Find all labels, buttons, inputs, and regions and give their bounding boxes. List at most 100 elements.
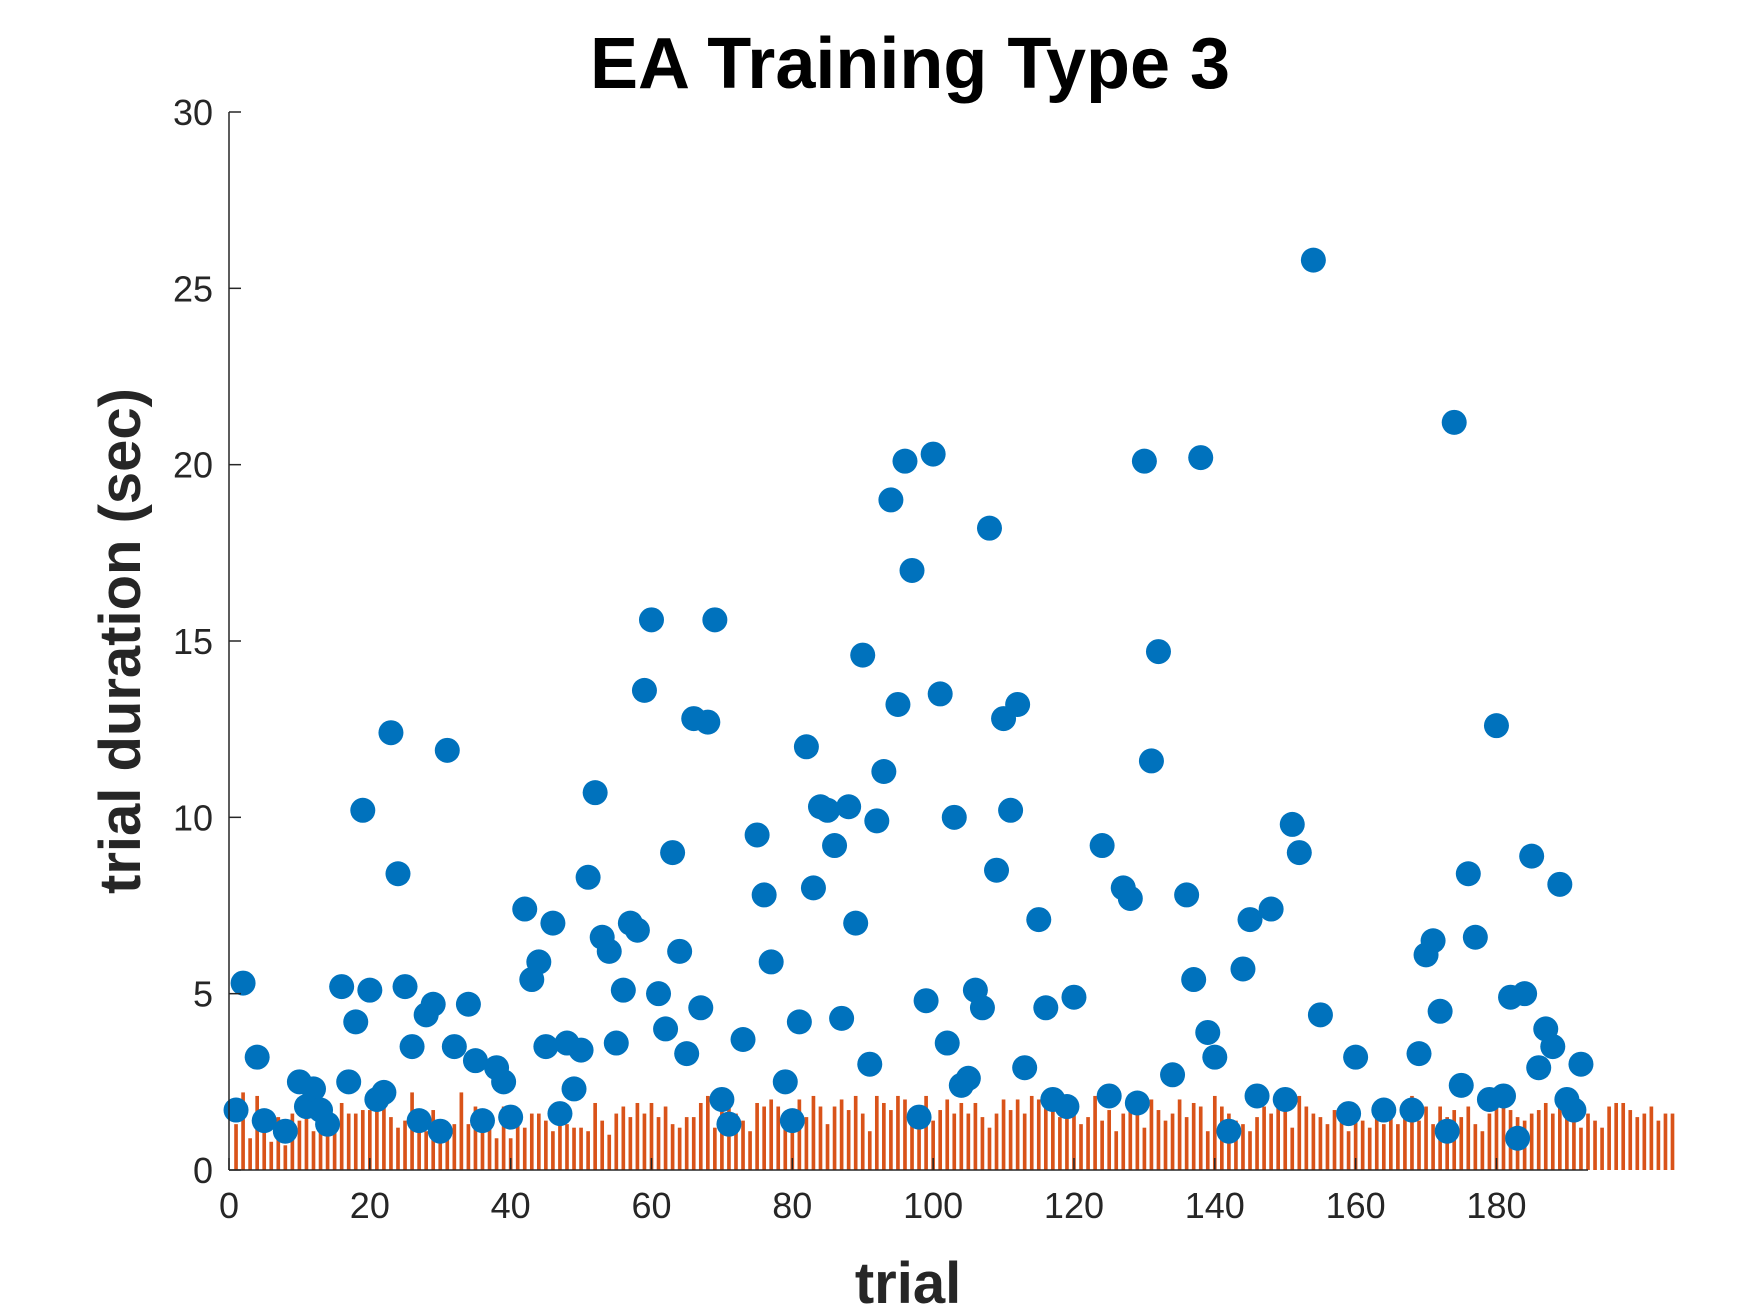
- scatter-point: [976, 515, 1002, 541]
- bar: [1663, 1113, 1668, 1170]
- y-tick-label: 5: [193, 974, 213, 1015]
- scatter-point: [892, 448, 918, 474]
- bar: [1191, 1102, 1196, 1170]
- bar: [1022, 1113, 1027, 1170]
- scatter-point: [646, 981, 672, 1007]
- scatter-point: [223, 1097, 249, 1123]
- scatter-point: [1181, 967, 1207, 993]
- scatter-point: [540, 910, 566, 936]
- bar: [1043, 1102, 1048, 1170]
- bar: [297, 1120, 302, 1170]
- scatter-point: [702, 607, 728, 633]
- bar: [1065, 1113, 1069, 1170]
- bar: [776, 1106, 781, 1170]
- bar: [1579, 1127, 1583, 1170]
- bar: [522, 1127, 527, 1170]
- scatter-point: [1406, 1041, 1432, 1067]
- scatter-point: [582, 780, 608, 806]
- bar: [551, 1131, 555, 1170]
- bar: [846, 1110, 851, 1170]
- scatter-point: [913, 988, 939, 1014]
- scatter-point: [1012, 1055, 1038, 1081]
- bar: [945, 1099, 950, 1170]
- scatter-point: [1561, 1097, 1587, 1123]
- scatter-point: [927, 681, 953, 707]
- bar: [797, 1099, 802, 1170]
- y-tick-label: 15: [173, 621, 213, 662]
- bar: [325, 1127, 330, 1170]
- bar: [1410, 1095, 1414, 1170]
- bar: [1241, 1124, 1245, 1170]
- scatter-point: [1195, 1019, 1221, 1045]
- scatter-point: [836, 794, 862, 820]
- bar: [656, 1117, 661, 1170]
- bar: [290, 1113, 295, 1170]
- bar: [1396, 1124, 1400, 1170]
- scatter-point: [533, 1034, 559, 1060]
- bar: [1593, 1120, 1597, 1170]
- bar: [1360, 1120, 1365, 1170]
- scatter-point: [955, 1065, 981, 1091]
- scatter-point: [864, 808, 890, 834]
- bar: [1431, 1124, 1435, 1170]
- bar: [1149, 1099, 1154, 1170]
- scatter-point: [434, 737, 460, 763]
- scatter-point: [1258, 896, 1284, 922]
- bar: [1480, 1131, 1485, 1170]
- scatter-point: [1160, 1062, 1186, 1088]
- scatter-point: [1096, 1083, 1122, 1109]
- bar: [1248, 1131, 1252, 1170]
- scatter-point: [406, 1108, 432, 1134]
- scatter-point: [1089, 833, 1115, 859]
- bar: [783, 1127, 788, 1170]
- bar: [1205, 1131, 1210, 1170]
- scatter-point: [793, 734, 819, 760]
- bar: [1473, 1124, 1478, 1170]
- x-axis-label: trial: [855, 1251, 961, 1313]
- bar: [705, 1095, 710, 1170]
- scatter-point: [800, 875, 826, 901]
- bar: [966, 1113, 971, 1170]
- bar: [255, 1095, 259, 1170]
- bar: [1107, 1110, 1112, 1170]
- scatter-point: [1202, 1044, 1228, 1070]
- scatter-point: [1230, 956, 1256, 982]
- bar: [473, 1106, 478, 1170]
- bar: [1494, 1106, 1499, 1170]
- bar: [1536, 1110, 1541, 1170]
- bar: [1607, 1106, 1611, 1170]
- bar: [1572, 1106, 1576, 1170]
- scatter-point: [1005, 691, 1031, 717]
- scatter-point: [674, 1041, 700, 1067]
- bar: [241, 1092, 245, 1170]
- scatter-point: [1434, 1118, 1460, 1144]
- scatter-point: [491, 1069, 517, 1095]
- scatter-point: [1483, 713, 1509, 739]
- bar: [938, 1110, 943, 1170]
- bar: [396, 1127, 400, 1170]
- bar: [1558, 1099, 1562, 1170]
- bar: [853, 1095, 858, 1170]
- x-tick-label: 120: [1044, 1185, 1104, 1226]
- bar: [1353, 1117, 1358, 1170]
- bar: [867, 1131, 872, 1170]
- bar: [1283, 1110, 1288, 1170]
- scatter-point: [1033, 995, 1059, 1021]
- scatter-point: [984, 857, 1010, 883]
- bar: [283, 1145, 288, 1170]
- bar: [1381, 1124, 1386, 1170]
- bar: [994, 1113, 999, 1170]
- bar: [621, 1106, 626, 1170]
- scatter-point: [624, 917, 650, 943]
- bar: [987, 1127, 992, 1170]
- bar: [593, 1102, 597, 1170]
- bar: [1586, 1113, 1590, 1170]
- scatter-point: [1399, 1097, 1425, 1123]
- scatter-point: [688, 995, 714, 1021]
- scatter-point: [575, 864, 601, 890]
- scatter-point: [420, 991, 446, 1017]
- bar: [445, 1134, 450, 1170]
- bar: [1374, 1113, 1379, 1170]
- bar: [1600, 1127, 1604, 1170]
